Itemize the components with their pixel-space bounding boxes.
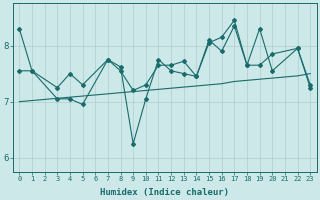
X-axis label: Humidex (Indice chaleur): Humidex (Indice chaleur) [100,188,229,197]
